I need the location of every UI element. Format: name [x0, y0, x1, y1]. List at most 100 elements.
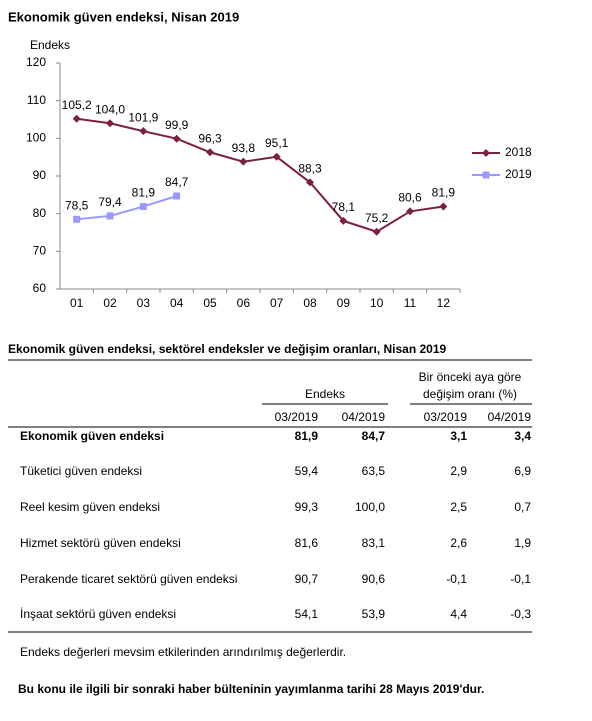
point	[439, 202, 448, 211]
y-tick-label: 60	[33, 281, 47, 295]
point	[482, 149, 490, 157]
x-tick-label: 03	[137, 296, 151, 310]
chart-title: Ekonomik güven endeksi, Nisan 2019	[8, 9, 239, 24]
point	[173, 192, 181, 200]
y-tick-label: 110	[27, 93, 46, 107]
point	[73, 215, 81, 223]
data-label: 84,7	[165, 175, 189, 189]
row-label: İnşaat sektörü güven endeksi	[20, 607, 176, 621]
x-tick-label: 11	[404, 296, 417, 310]
legend-label: 2019	[505, 167, 532, 181]
point	[482, 171, 490, 179]
column-header: 03/2019	[424, 410, 468, 424]
data-label: 101,9	[128, 110, 158, 124]
cell: 2,9	[450, 464, 467, 478]
x-tick-label: 10	[370, 296, 384, 310]
group-header: Endeks	[305, 387, 345, 401]
series-line	[76, 195, 177, 221]
cell: 53,9	[362, 607, 386, 621]
cell: 63,5	[362, 464, 386, 478]
cell: 83,1	[362, 536, 386, 550]
cell: 81,9	[295, 429, 319, 443]
point	[72, 114, 81, 123]
y-tick-label: 120	[26, 55, 46, 69]
column-header: 03/2019	[275, 410, 319, 424]
x-tick-label: 09	[337, 296, 351, 310]
data-label: 81,9	[432, 186, 456, 200]
group-header: Bir önceki aya göre	[419, 370, 522, 384]
x-tick-label: 01	[70, 296, 84, 310]
point	[406, 207, 414, 216]
cell: 3,4	[514, 429, 531, 443]
data-label: 95,1	[265, 136, 289, 150]
point	[139, 127, 148, 136]
x-tick-label: 08	[303, 296, 317, 310]
row-label: Reel kesim güven endeksi	[20, 500, 160, 514]
point	[306, 178, 314, 187]
data-label: 93,8	[232, 141, 256, 155]
point	[239, 157, 248, 166]
point	[106, 212, 114, 220]
point	[172, 134, 181, 143]
x-tick-label: 04	[170, 296, 184, 310]
data-label: 78,1	[332, 200, 356, 214]
x-tick-label: 12	[437, 296, 451, 310]
cell: 6,9	[514, 464, 531, 478]
cell: 100,0	[355, 500, 385, 514]
row-label: Tüketici güven endeksi	[20, 464, 142, 478]
cell: 2,6	[450, 536, 467, 550]
cell: 54,1	[295, 607, 319, 621]
data-label: 78,5	[65, 198, 89, 212]
point	[139, 203, 147, 211]
row-label: Hizmet sektörü güven endeksi	[20, 536, 181, 550]
x-tick-label: 07	[270, 296, 284, 310]
y-tick-label: 90	[33, 168, 47, 182]
table-note: Endeks değerleri mevsim etkilerinden arı…	[20, 645, 346, 659]
y-tick-label: 70	[33, 244, 47, 258]
table-title: Ekonomik güven endeksi, sektörel endeksl…	[8, 342, 447, 356]
point	[272, 152, 281, 161]
data-label: 80,6	[398, 191, 422, 205]
y-axis-label: Endeks	[30, 38, 70, 52]
data-label: 105,2	[62, 98, 92, 112]
cell: 3,1	[450, 429, 467, 443]
cell: 99,3	[295, 500, 319, 514]
cell: -0,3	[510, 607, 531, 621]
group-header: değişim oranı (%)	[423, 387, 517, 401]
point	[372, 227, 381, 236]
x-tick-label: 05	[203, 296, 217, 310]
x-tick-label: 02	[103, 296, 117, 310]
series-line	[76, 117, 444, 233]
cell: 0,7	[514, 500, 531, 514]
cell: 90,7	[295, 572, 319, 586]
legend-label: 2018	[505, 145, 532, 159]
data-label: 96,3	[198, 131, 222, 145]
data-label: 88,3	[298, 162, 322, 176]
point	[106, 119, 114, 128]
data-label: 79,4	[98, 195, 122, 209]
cell: -0,1	[510, 572, 531, 586]
footer: Bu konu ile ilgili bir sonraki haber bül…	[18, 682, 484, 696]
data-label: 75,2	[365, 211, 389, 225]
y-tick-label: 100	[26, 131, 46, 145]
row-label: Perakende ticaret sektörü güven endeksi	[20, 572, 237, 586]
cell: 59,4	[295, 464, 319, 478]
x-tick-label: 06	[237, 296, 251, 310]
column-header: 04/2019	[342, 410, 386, 424]
row-label: Ekonomik güven endeksi	[20, 429, 164, 443]
cell: 1,9	[514, 536, 531, 550]
cell: 84,7	[362, 429, 386, 443]
point	[206, 148, 214, 157]
data-label: 99,9	[165, 118, 189, 132]
cell: 4,4	[450, 607, 467, 621]
cell: 2,5	[450, 500, 467, 514]
y-tick-label: 80	[33, 206, 47, 220]
cell: 81,6	[295, 536, 319, 550]
point	[339, 216, 348, 225]
data-label: 81,9	[132, 186, 156, 200]
column-header: 04/2019	[488, 410, 532, 424]
data-label: 104,0	[95, 102, 125, 116]
cell: -0,1	[446, 572, 467, 586]
cell: 90,6	[362, 572, 386, 586]
